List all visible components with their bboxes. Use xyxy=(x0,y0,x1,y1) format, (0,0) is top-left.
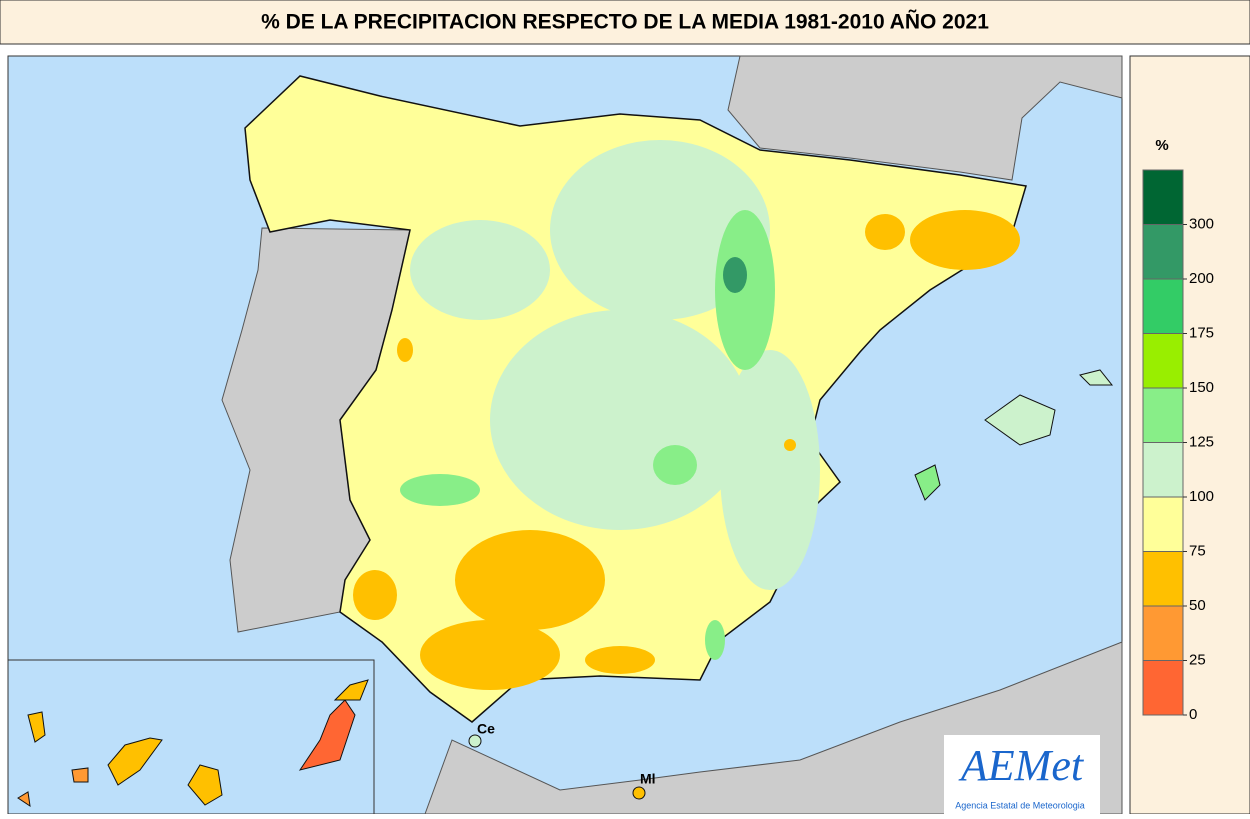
zone xyxy=(705,620,725,660)
legend-tick-label: 125 xyxy=(1189,433,1214,450)
zone xyxy=(410,220,550,320)
melilla-marker xyxy=(633,787,645,799)
zone xyxy=(397,338,413,362)
zone xyxy=(715,210,775,370)
zone xyxy=(353,570,397,620)
legend-swatch xyxy=(1143,170,1183,225)
legend-tick-label: 75 xyxy=(1189,542,1206,559)
legend-swatch xyxy=(1143,606,1183,661)
legend-tick-label: 25 xyxy=(1189,651,1206,668)
zone xyxy=(490,310,750,530)
zone xyxy=(585,646,655,674)
zone xyxy=(784,439,796,451)
page: {"title": "% DE LA PRECIPITACION RESPECT… xyxy=(0,0,1250,814)
zone xyxy=(910,210,1020,270)
legend-swatch xyxy=(1143,497,1183,552)
ceuta-marker xyxy=(469,735,481,747)
legend-tick-label: 100 xyxy=(1189,488,1214,505)
zone xyxy=(400,474,480,506)
island xyxy=(72,768,88,782)
legend-swatch xyxy=(1143,443,1183,498)
legend-tick-label: 300 xyxy=(1189,215,1214,232)
legend-tick-label: 175 xyxy=(1189,324,1214,341)
logo-name: AEMet xyxy=(958,741,1085,790)
zone xyxy=(420,620,560,690)
legend-swatch xyxy=(1143,661,1183,716)
legend-tick-label: 0 xyxy=(1189,706,1197,723)
zone xyxy=(653,445,697,485)
zone xyxy=(455,530,605,630)
zone xyxy=(865,214,905,250)
legend-tick-label: 50 xyxy=(1189,597,1206,614)
canary-inset xyxy=(8,660,374,814)
legend-swatch xyxy=(1143,279,1183,334)
map-title: % DE LA PRECIPITACION RESPECTO DE LA MED… xyxy=(261,11,989,34)
place-label: Ml xyxy=(640,771,656,787)
logo-subtitle: Agencia Estatal de Meteorologia xyxy=(955,800,1085,810)
legend-swatch xyxy=(1143,334,1183,389)
place-label: Ce xyxy=(477,721,495,737)
legend-tick-label: 150 xyxy=(1189,379,1214,396)
map-figure: % DE LA PRECIPITACION RESPECTO DE LA MED… xyxy=(0,0,1250,814)
zone xyxy=(723,257,747,293)
legend-swatch xyxy=(1143,552,1183,607)
legend-unit: % xyxy=(1155,137,1168,154)
zone xyxy=(720,350,820,590)
legend-swatch xyxy=(1143,388,1183,443)
legend-swatch xyxy=(1143,225,1183,280)
legend-tick-label: 200 xyxy=(1189,270,1214,287)
